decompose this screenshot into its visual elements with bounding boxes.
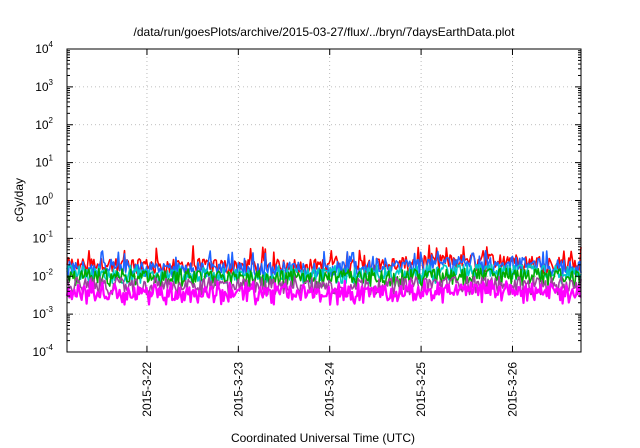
y-tick-label: 101 <box>35 154 53 170</box>
series-line-6 <box>65 279 582 306</box>
series-line-3 <box>66 264 582 284</box>
series-line-2 <box>66 250 582 278</box>
x-tick-label: 2015-3-25 <box>414 362 428 417</box>
y-tick-label: 100 <box>35 192 53 208</box>
x-tick-label: 2015-3-24 <box>323 362 337 417</box>
y-tick-label: 102 <box>35 116 53 132</box>
y-tick-label: 10-1 <box>33 229 54 245</box>
y-tick-label: 10-4 <box>33 343 54 359</box>
y-tick-label: 10-2 <box>33 267 54 283</box>
grid <box>67 49 581 352</box>
y-tick-label: 10-3 <box>33 305 54 321</box>
y-tick-label: 103 <box>35 78 53 94</box>
x-axis: 2015-3-22 2015-3-23 2015-3-24 2015-3-25 2015… <box>140 49 519 417</box>
y-axis: 10-4 10-3 10-2 10-1 100 101 102 103 104 <box>33 40 581 359</box>
y-tick-label: 104 <box>35 40 53 56</box>
series-line-4 <box>66 267 582 287</box>
x-tick-label: 2015-3-22 <box>140 362 154 417</box>
x-tick-label: 2015-3-26 <box>505 362 519 417</box>
x-tick-label: 2015-3-23 <box>231 362 245 417</box>
chart-title: /data/run/goesPlots/archive/2015-03-27/f… <box>134 25 516 39</box>
y-axis-label: cGy/day <box>12 178 26 222</box>
series-layer <box>65 244 582 306</box>
x-axis-label: Coordinated Universal Time (UTC) <box>231 431 415 445</box>
